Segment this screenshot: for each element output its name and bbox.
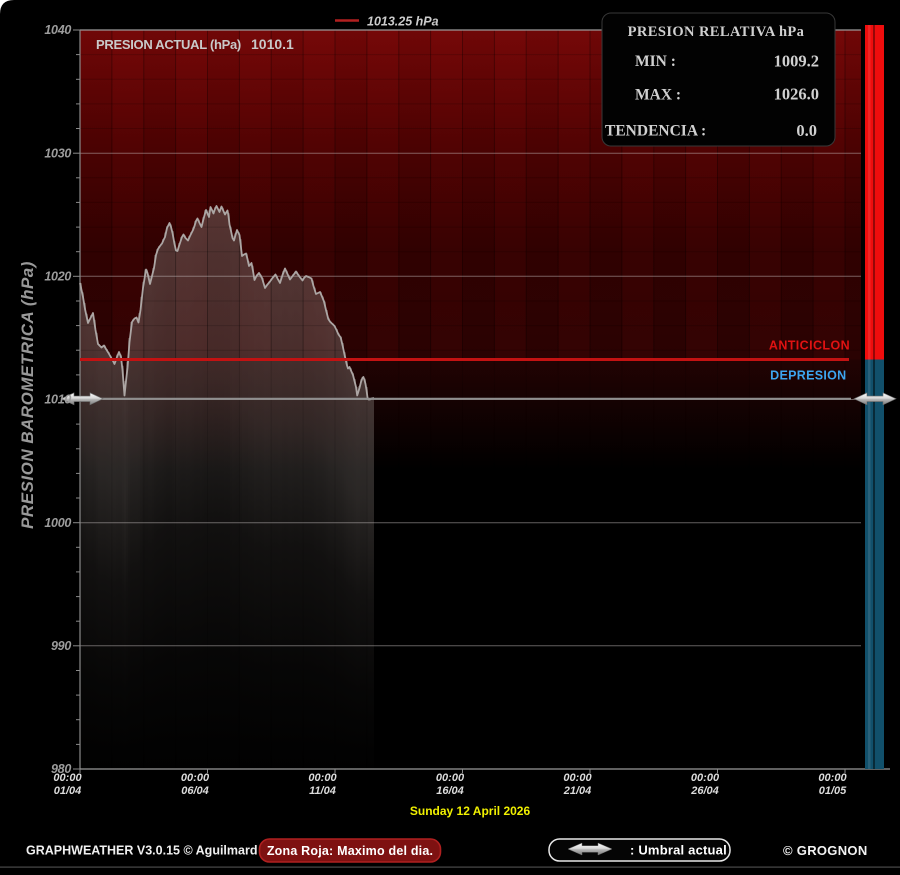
svg-text:MAX :: MAX :	[635, 87, 681, 104]
svg-text:1000: 1000	[44, 516, 71, 530]
svg-text:Zona Roja: Maximo del dia.: Zona Roja: Maximo del dia.	[267, 844, 433, 858]
svg-text:980: 980	[51, 762, 71, 776]
svg-text:00:00: 00:00	[53, 772, 82, 784]
svg-text:1013.25 hPa: 1013.25 hPa	[367, 15, 439, 29]
svg-text:1026.0: 1026.0	[774, 85, 819, 104]
svg-text:00:00: 00:00	[691, 772, 720, 784]
svg-text:: Umbral actual: : Umbral actual	[630, 843, 727, 858]
svg-text:1010: 1010	[44, 393, 71, 407]
svg-text:ANTICICLON: ANTICICLON	[769, 339, 850, 353]
svg-text:01/04: 01/04	[54, 785, 82, 797]
svg-text:00:00: 00:00	[818, 772, 847, 784]
svg-text:PRESION BAROMETRICA (hPa): PRESION BAROMETRICA (hPa)	[18, 261, 37, 529]
svg-text:Sunday 12 April 2026: Sunday 12 April 2026	[410, 804, 531, 818]
svg-text:1010.1: 1010.1	[251, 36, 294, 52]
svg-text:21/04: 21/04	[563, 785, 592, 797]
svg-text:26/04: 26/04	[690, 785, 719, 797]
svg-text:01/05: 01/05	[819, 785, 847, 797]
svg-text:1009.2: 1009.2	[774, 52, 819, 71]
svg-text:MIN :: MIN :	[635, 53, 676, 70]
svg-text:00:00: 00:00	[563, 772, 592, 784]
svg-text:PRESION RELATIVA hPa: PRESION RELATIVA hPa	[628, 24, 805, 40]
svg-text:GRAPHWEATHER V3.0.15 © Aguilma: GRAPHWEATHER V3.0.15 © Aguilmard	[26, 844, 257, 858]
svg-text:DEPRESION: DEPRESION	[770, 369, 846, 383]
svg-text:© GROGNON: © GROGNON	[783, 843, 868, 858]
svg-text:00:00: 00:00	[436, 772, 465, 784]
svg-text:1030: 1030	[44, 146, 71, 160]
svg-text:16/04: 16/04	[436, 785, 464, 797]
svg-text:11/04: 11/04	[309, 785, 336, 797]
svg-text:00:00: 00:00	[181, 772, 210, 784]
svg-text:PRESION ACTUAL (hPa): PRESION ACTUAL (hPa)	[96, 37, 241, 52]
svg-text:TENDENCIA :: TENDENCIA :	[605, 123, 706, 140]
svg-text:1020: 1020	[44, 270, 71, 284]
svg-text:990: 990	[51, 639, 71, 653]
svg-text:1040: 1040	[44, 23, 71, 37]
svg-text:00:00: 00:00	[308, 772, 337, 784]
svg-text:06/04: 06/04	[181, 785, 209, 797]
svg-text:0.0: 0.0	[796, 121, 817, 140]
